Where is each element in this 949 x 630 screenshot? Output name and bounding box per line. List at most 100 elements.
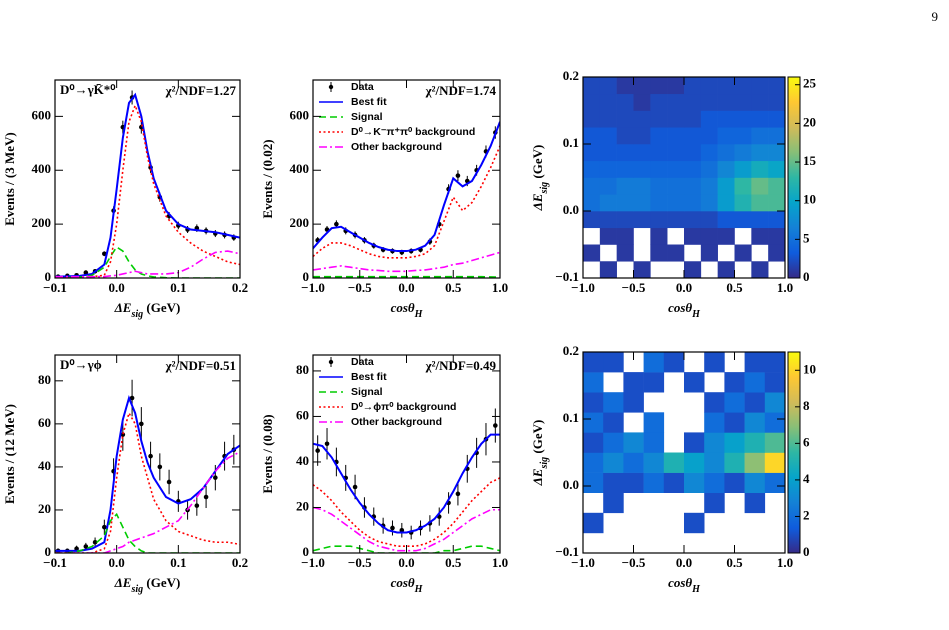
- heatmap-cell: [764, 452, 786, 473]
- heatmap-cell: [667, 160, 685, 178]
- data-point: [315, 448, 320, 453]
- heatmap-cell: [768, 227, 786, 245]
- heatmap-cell: [734, 144, 752, 162]
- fit-curve: [313, 145, 500, 259]
- heatmap-cell: [667, 144, 685, 162]
- x-axis-label: cosθH: [391, 575, 424, 595]
- heatmap-cell: [599, 93, 617, 111]
- data-point: [83, 544, 89, 549]
- y-tick-label: 0: [45, 544, 52, 559]
- heatmap-cell: [724, 452, 745, 473]
- panel-title: D⁰→γK̄*⁰: [60, 82, 116, 97]
- x-tick-label: −1.0: [571, 555, 595, 570]
- x-axis-label-part: cosθ: [668, 575, 692, 590]
- heatmap-cell: [717, 110, 735, 128]
- y-tick-label: 0: [303, 544, 310, 559]
- colorbar-tick-label: 10: [803, 192, 816, 207]
- y-axis-label-part: (GeV): [530, 145, 545, 182]
- heatmap-cell: [667, 127, 685, 145]
- heatmap-cell: [633, 160, 651, 178]
- x-axis-label-part: cosθ: [391, 575, 415, 590]
- heatmap-cell: [583, 392, 604, 413]
- fit-curve: [55, 512, 240, 553]
- fit-curve: [55, 394, 240, 552]
- x-tick-label: 0.0: [398, 280, 414, 295]
- legend-label: Signal: [351, 386, 383, 398]
- heatmap-cell: [704, 492, 725, 514]
- heatmap-cell: [643, 452, 665, 473]
- page-number: 9: [932, 9, 939, 24]
- heatmap-cell: [751, 110, 769, 128]
- x-tick-label: 0.1: [170, 555, 186, 570]
- heatmap-cell: [704, 452, 725, 473]
- y-tick-label: 600: [32, 107, 52, 122]
- heatmap-cell: [768, 244, 786, 262]
- heatmap-cell: [724, 372, 745, 393]
- fit-curve: [55, 451, 240, 553]
- colorbar: [788, 352, 800, 553]
- y-axis-label: Events / (0.08): [260, 414, 275, 493]
- heatmap-cell: [599, 261, 617, 279]
- y-tick-label: 0: [45, 269, 52, 284]
- heatmap-cell: [700, 160, 718, 178]
- legend-symbol: [328, 359, 334, 365]
- fit-curve: [313, 251, 500, 273]
- heatmap-cell: [724, 472, 745, 493]
- heatmap-cell: [684, 452, 705, 473]
- y-tick-label: −0.1: [555, 544, 579, 559]
- fit-curve: [313, 121, 500, 253]
- data-point: [455, 491, 461, 497]
- heatmap-cell: [616, 227, 634, 245]
- heatmap-cell: [650, 160, 668, 178]
- heatmap-cell: [768, 127, 786, 145]
- heatmap-cell: [744, 372, 766, 393]
- y-axis-label-part: ΔE: [530, 193, 545, 211]
- heatmap-cell: [650, 110, 668, 128]
- heatmap-cell: [734, 160, 752, 178]
- heatmap-cell: [633, 177, 651, 195]
- x-tick-label: 0.5: [445, 555, 462, 570]
- heatmap-cell: [616, 160, 634, 178]
- fit-curve: [55, 103, 240, 278]
- heatmap-cell: [684, 194, 702, 212]
- heatmap-cell: [700, 194, 718, 212]
- x-tick-label: 0.0: [109, 280, 125, 295]
- heatmap-cell: [734, 244, 752, 262]
- heatmap-cell: [751, 144, 769, 162]
- heatmap-cell: [717, 211, 735, 229]
- heatmap-cell: [633, 261, 651, 279]
- heatmap-cell: [734, 194, 752, 212]
- x-axis-label-part: cosθ: [668, 300, 692, 315]
- y-tick-label: 40: [296, 453, 309, 468]
- heatmap-cell: [768, 93, 786, 111]
- chi2-label: χ²/NDF=0.51: [165, 358, 236, 373]
- x-axis-label: ΔEsig (GeV): [114, 575, 181, 595]
- colorbar-tick-label: 15: [803, 153, 817, 168]
- y-tick-label: −0.1: [555, 269, 579, 284]
- heatmap-cell: [623, 432, 644, 453]
- data-point: [399, 527, 405, 533]
- heatmap-cell: [650, 177, 668, 195]
- y-axis-label-part: ΔE: [530, 468, 545, 486]
- heatmap-cell: [663, 452, 685, 473]
- heatmap-cell: [603, 432, 624, 453]
- panel-title: D⁰→γϕ: [60, 357, 102, 372]
- x-tick-label: 1.0: [777, 555, 793, 570]
- x-tick-label: −0.1: [43, 555, 67, 570]
- heatmap-cell: [616, 110, 634, 128]
- heatmap-cell: [583, 127, 601, 145]
- heatmap-cell: [583, 452, 604, 473]
- heatmap-cell: [583, 211, 601, 229]
- heatmap-cell: [583, 244, 601, 262]
- heatmap-cell: [751, 160, 769, 178]
- heatmap-cell: [583, 110, 601, 128]
- data-point: [148, 453, 153, 459]
- x-tick-label: 0.5: [445, 280, 462, 295]
- x-axis-label-part: sig: [130, 584, 143, 595]
- x-tick-label: 1.0: [777, 280, 793, 295]
- fit-curve: [55, 250, 240, 278]
- heatmap-cell: [633, 93, 651, 111]
- heatmap-cell: [734, 127, 752, 145]
- plot-frame: [582, 351, 786, 554]
- colorbar-tick-label: 25: [803, 76, 817, 91]
